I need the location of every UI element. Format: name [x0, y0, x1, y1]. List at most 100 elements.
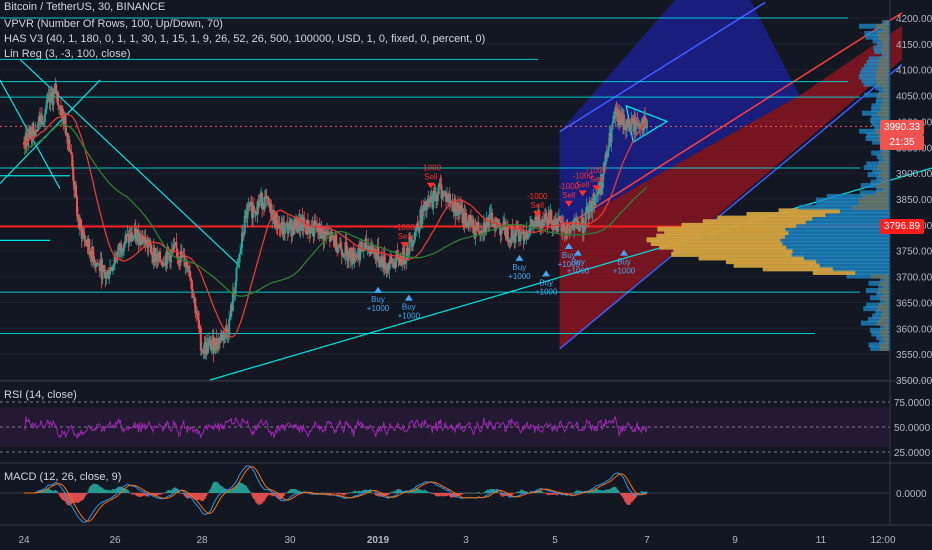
candle-body: [581, 217, 584, 234]
volume-profile-bar: [876, 183, 888, 189]
candle-body: [299, 220, 302, 231]
candle-body: [122, 251, 125, 253]
price-pane[interactable]: Buy+1000 Buy+1000Buy+1000Buy+1000Buy+1000…: [0, 0, 932, 381]
buy-arrow: [574, 249, 582, 256]
volume-profile-bar: [846, 273, 890, 279]
candle-body: [215, 338, 218, 347]
sell-arrow: [426, 182, 435, 189]
macd-histogram-bar: [592, 490, 595, 493]
macd-histogram-bar: [598, 490, 600, 493]
candle-body: [177, 256, 180, 258]
candle-body: [169, 250, 172, 263]
rsi-legend[interactable]: RSI (14, close): [4, 389, 77, 401]
vpvr-legend[interactable]: VPVR (Number Of Rows, 100, Up/Down, 70): [4, 18, 223, 30]
price-axis-label: 3650.00: [896, 298, 932, 309]
candle-body: [153, 247, 156, 261]
macd-histogram-bar: [206, 493, 209, 495]
candle-body: [263, 196, 266, 209]
macd-histogram-bar: [410, 491, 413, 493]
macd-histogram-bar: [475, 493, 478, 494]
macd-histogram-bar: [482, 493, 484, 494]
macd-histogram-bar: [221, 486, 223, 493]
macd-histogram-bar: [228, 491, 230, 493]
macd-histogram-bar: [397, 489, 400, 493]
candle-body: [427, 199, 430, 201]
candle-body: [135, 232, 138, 242]
volume-profile-bar: [878, 288, 888, 294]
candle-body: [483, 222, 486, 231]
macd-legend[interactable]: MACD (12, 26, close, 9): [4, 471, 122, 483]
candle-body: [278, 224, 281, 228]
candle-body: [163, 265, 166, 267]
macd-histogram-bar: [611, 487, 614, 493]
countdown-tag: 21:35: [880, 135, 924, 150]
candle-body: [353, 259, 356, 262]
macd-histogram-bar: [643, 491, 645, 493]
chart-title[interactable]: Bitcoin / TetherUS, 30, BINANCE: [4, 1, 166, 13]
sell-label: Sell: [576, 180, 590, 189]
candle-body: [79, 219, 82, 226]
macd-histogram-bar: [423, 489, 425, 493]
macd-histogram-bar: [384, 493, 387, 496]
candle-body: [265, 195, 268, 199]
macd-pane[interactable]: [0, 465, 890, 524]
rsi-pane[interactable]: [0, 401, 890, 453]
candle-body: [596, 195, 599, 197]
macd-histogram-bar: [260, 493, 263, 504]
macd-histogram-bar: [518, 491, 520, 493]
candle-body: [303, 217, 306, 226]
macd-histogram-bar: [109, 490, 111, 493]
macd-histogram-bar: [571, 493, 574, 494]
macd-histogram-bar: [201, 493, 204, 502]
buy-arrow: [620, 249, 628, 256]
macd-histogram-bar: [44, 489, 47, 493]
candle-body: [558, 216, 561, 221]
macd-histogram-bar: [465, 492, 468, 494]
buy-label: +1000: [613, 267, 636, 276]
candle-body: [404, 260, 407, 264]
candle-body: [288, 221, 291, 230]
macd-histogram-bar: [83, 493, 86, 498]
time-axis-label: 9: [732, 535, 738, 546]
time-axis-label: 2019: [367, 535, 390, 546]
macd-histogram-bar: [327, 493, 329, 494]
macd-histogram-bar: [145, 493, 148, 496]
candle-body: [53, 88, 56, 93]
macd-histogram-bar: [485, 490, 488, 493]
volume-profile-bar: [815, 201, 890, 207]
candle-body: [397, 254, 400, 262]
candle-body: [286, 222, 289, 234]
macd-histogram-bar: [361, 490, 364, 493]
buy-label: Buy: [402, 303, 416, 312]
macd-histogram-bar: [162, 493, 164, 494]
linreg-legend[interactable]: Lin Reg (3, -3, 100, close): [4, 48, 131, 60]
macd-histogram-bar: [244, 485, 247, 493]
candle-body: [132, 236, 135, 239]
volume-profile-bar: [882, 335, 888, 341]
candle-body: [113, 258, 116, 265]
candle-body: [238, 254, 241, 263]
macd-histogram-bar: [216, 482, 219, 493]
macd-histogram-bar: [155, 493, 158, 496]
macd-histogram-bar: [586, 491, 589, 493]
macd-histogram-bar: [69, 493, 72, 505]
volume-profile-bar: [876, 110, 888, 116]
macd-histogram-bar: [350, 492, 352, 494]
macd-histogram-bar: [274, 493, 276, 496]
has-legend[interactable]: HAS V3 (40, 1, 180, 0, 1, 1, 30, 1, 15, …: [4, 33, 486, 45]
macd-histogram-bar: [631, 493, 634, 502]
volume-profile-bar: [876, 67, 888, 73]
macd-histogram-bar: [345, 493, 348, 495]
macd-histogram-bar: [91, 484, 93, 493]
macd-histogram-bar: [50, 490, 53, 493]
volume-profile-bar: [875, 23, 888, 29]
macd-histogram-bar: [601, 490, 603, 493]
macd-histogram-bar: [375, 493, 378, 496]
candle-body: [213, 350, 216, 354]
volume-profile-bar: [867, 317, 890, 323]
macd-histogram-bar: [641, 491, 643, 493]
candle-body: [284, 223, 287, 225]
volume-profile-bar: [878, 302, 888, 308]
macd-histogram-bar: [222, 488, 225, 493]
